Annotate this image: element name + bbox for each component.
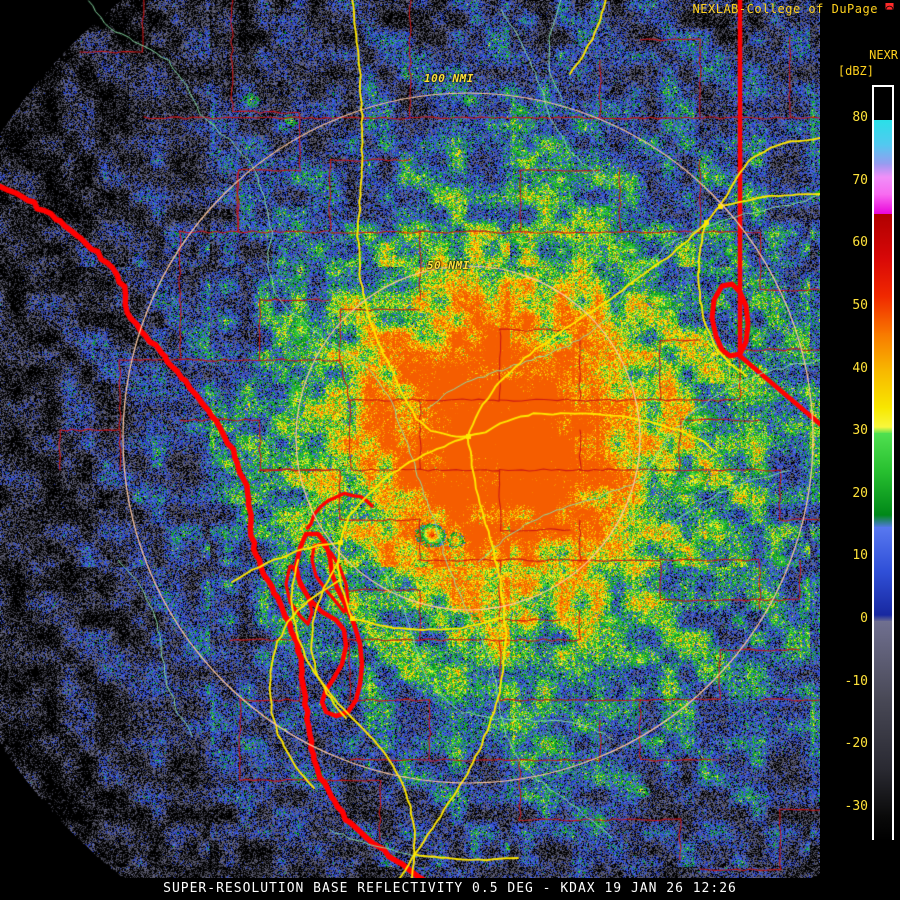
product-caption: SUPER-RESOLUTION BASE REFLECTIVITY 0.5 D… — [163, 881, 737, 896]
colorbar-tick-60: 60 — [852, 235, 868, 251]
colorbar-tick-0: 0 — [860, 610, 868, 626]
colorbar-title: NEXR — [869, 48, 898, 62]
colorbar-tick-minus30: -30 — [844, 798, 868, 814]
colorbar-tick-20: 20 — [852, 485, 868, 501]
radar-image-panel[interactable] — [0, 0, 820, 878]
colorbar-tick-80: 80 — [852, 110, 868, 126]
provider-name: NEXLAB-College of DuPage — [692, 2, 878, 16]
provider-header: NEXLAB-College of DuPage ◚ — [693, 2, 894, 17]
colorbar-tick-minus20: -20 — [844, 736, 868, 752]
radar-reflectivity-canvas[interactable] — [0, 0, 820, 878]
colorbar-panel: NEXR [dBZ] 80 70 60 50 40 30 20 10 0 -10 -20 -30 — [824, 40, 900, 841]
colorbar-unit-label: [dBZ] — [837, 64, 874, 78]
colorbar-tick-40: 40 — [852, 360, 868, 376]
range-ring-label-50nmi: 50 NMI — [427, 259, 470, 272]
colorbar-gradient — [872, 85, 894, 841]
colorbar-tick-70: 70 — [852, 172, 868, 188]
colorbar-tick-50: 50 — [852, 298, 868, 314]
colorbar-tick-10: 10 — [852, 548, 868, 564]
range-ring-label-100nmi: 100 NMI — [424, 72, 474, 85]
colorbar-tick-minus10: -10 — [844, 673, 868, 689]
cod-logo-icon: ◚ — [885, 2, 894, 17]
colorbar-tick-30: 30 — [852, 423, 868, 439]
